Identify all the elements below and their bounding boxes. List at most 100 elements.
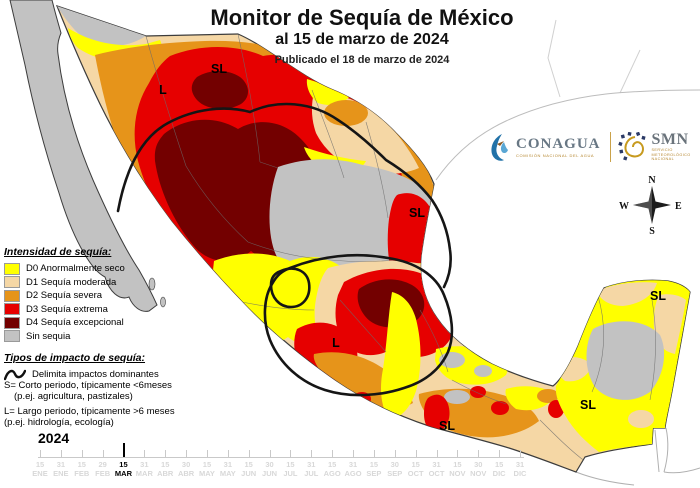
compass-e: E xyxy=(675,201,682,212)
timeline-tick-label: 15 ABR xyxy=(157,460,174,478)
legend-items: D0 Anormalmente seco D1 Sequía moderada D2… xyxy=(4,262,172,343)
legend-item: D2 Sequía severa xyxy=(4,289,172,303)
legend-label: D2 Sequía severa xyxy=(26,290,103,302)
island xyxy=(148,277,156,291)
region-red-spot xyxy=(491,401,509,415)
legend-label: D3 Sequía extrema xyxy=(26,303,108,315)
timeline-tick xyxy=(81,450,83,457)
impact-line-central-loop xyxy=(263,253,454,397)
legend-label: D4 Sequía excepcional xyxy=(26,317,124,329)
timeline-tick-label: 15 JUL xyxy=(283,460,298,478)
legend-swatch xyxy=(4,303,20,316)
timeline-tick xyxy=(290,450,292,457)
timeline-tick-label: 15 FEB xyxy=(74,460,90,478)
smn-tagline-3: NACIONAL xyxy=(651,157,675,162)
region-red-spot xyxy=(470,386,486,398)
timeline-tick xyxy=(311,450,313,457)
timeline-tick xyxy=(394,450,396,457)
legend-item: D4 Sequía excepcional xyxy=(4,316,172,330)
timeline-tick-label: 15 DIC xyxy=(492,460,506,478)
region-oaxaca-gray xyxy=(444,390,470,404)
legend-impact-title: Tipos de impacto de sequía: xyxy=(4,352,146,364)
conagua-icon xyxy=(491,134,508,161)
timeline-tick xyxy=(165,450,167,457)
timeline-tick xyxy=(373,450,375,457)
legend-swatch xyxy=(4,316,20,329)
impact-line-small-loop xyxy=(269,267,311,309)
timeline-tick-label: 15 SEP xyxy=(366,460,382,478)
impact-short-line1: S= Corto periodo, típicamente <6meses xyxy=(4,380,172,391)
region-sonora-border-gray xyxy=(57,6,146,47)
smn-tagline: SERVICIO METEOROLÓGICO NACIONAL xyxy=(652,148,691,162)
timeline-tick-label: 31 OCT xyxy=(428,460,445,478)
timeline-tick-label: 31 DIC xyxy=(513,460,527,478)
timeline-tick-label: 15 OCT xyxy=(407,460,424,478)
timeline-tick xyxy=(436,450,438,457)
impact-short-line2: (p.ej. agricultura, pastizales) xyxy=(14,390,133,402)
compass-w: W xyxy=(619,201,629,212)
conagua-tagline: COMISIÓN NACIONAL DEL AGUA xyxy=(516,152,595,158)
region-d4-north-chihuahua xyxy=(191,71,249,109)
legend-swatch xyxy=(4,262,20,275)
region-veracruz-yellow xyxy=(381,292,421,419)
timeline-tick xyxy=(123,443,126,457)
conagua-logo: CONAGUA COMISIÓN NACIONAL DEL AGUA xyxy=(488,132,601,162)
timeline-tick-label: 15 NOV xyxy=(449,460,466,478)
impact-boundary-lines xyxy=(116,102,454,397)
legend-swatch xyxy=(4,289,20,302)
smn-tagline-1: SERVICIO xyxy=(651,148,673,153)
usa-border-lines xyxy=(435,19,700,181)
timeline-tick-label: 15 AGO xyxy=(323,460,341,478)
region-baja-california xyxy=(9,0,158,312)
timeline-ticks: 15 ENE 31 ENE 15 FEB 29 FEB 15 MAR 31 MAR 15 ABR 30 ABR… xyxy=(32,430,558,488)
timeline-tick xyxy=(499,450,501,457)
timeline-tick xyxy=(520,450,521,457)
region-chiapas-orange-b xyxy=(537,389,559,403)
timeline-tick xyxy=(478,450,480,457)
impact-delimiter-row: Delimita impactos dominantes xyxy=(4,368,172,381)
compass-s: S xyxy=(649,226,655,237)
timeline-tick xyxy=(353,450,355,457)
timeline-tick xyxy=(60,450,62,457)
legend-swatch xyxy=(4,330,20,343)
timeline-tick xyxy=(102,450,104,457)
legend-item: D3 Sequía extrema xyxy=(4,303,172,317)
region-yucatan-gray xyxy=(586,321,665,400)
timeline-tick xyxy=(269,450,271,457)
legend-item: Sin sequia xyxy=(4,330,172,344)
compass-n: N xyxy=(648,175,656,186)
timeline-tick-label: 15 JUN xyxy=(241,460,257,478)
timeline-tick-label: 31 ENE xyxy=(53,460,69,478)
legend-swatch xyxy=(4,276,20,289)
timeline-axis xyxy=(38,457,524,458)
timeline-tick-label: 30 NOV xyxy=(470,460,487,478)
legend: Intensidad de sequía: D0 Anormalmente se… xyxy=(4,246,175,428)
smn-tagline-2: METEOROLÓGICO xyxy=(651,152,691,157)
impact-line-north xyxy=(116,102,452,289)
legend-item: D0 Anormalmente seco xyxy=(4,262,172,276)
timeline-tick xyxy=(144,450,146,457)
impact-delimiter-label: Delimita impactos dominantes xyxy=(32,369,159,380)
guatemala-belize-lines xyxy=(575,427,700,486)
smn-logo: SMN SERVICIO METEOROLÓGICO NACIONAL xyxy=(617,131,691,162)
compass-rose: N S W E xyxy=(619,175,682,237)
page-subtitle: al 15 de marzo de 2024 xyxy=(275,31,449,48)
timeline-tick xyxy=(457,450,459,457)
timeline-tick-label: 30 JUN xyxy=(262,460,278,478)
legend-item: D1 Sequía moderada xyxy=(4,276,172,290)
timeline-tick-label: 15 MAR xyxy=(114,460,133,478)
conagua-wordmark: CONAGUA xyxy=(516,135,601,152)
timeline-tick-label: 29 FEB xyxy=(95,460,111,478)
smn-wordmark: SMN xyxy=(651,131,689,149)
region-veracruz-gray-b xyxy=(474,365,492,377)
timeline: 2024 15 ENE 31 ENE 15 FEB 29 FEB 15 MAR 31 MAR 15 ABR… xyxy=(0,430,700,488)
compass-star-icon xyxy=(633,186,671,224)
region-yucatan-tan-s xyxy=(628,410,654,428)
legend-label: D1 Sequía moderada xyxy=(26,276,117,288)
timeline-tick xyxy=(40,450,41,457)
region-coahuila-yellow-border xyxy=(306,79,349,105)
timeline-tick-label: 15 MAY xyxy=(198,460,215,478)
timeline-tick xyxy=(415,450,417,457)
compass-star-highlight xyxy=(633,186,652,224)
